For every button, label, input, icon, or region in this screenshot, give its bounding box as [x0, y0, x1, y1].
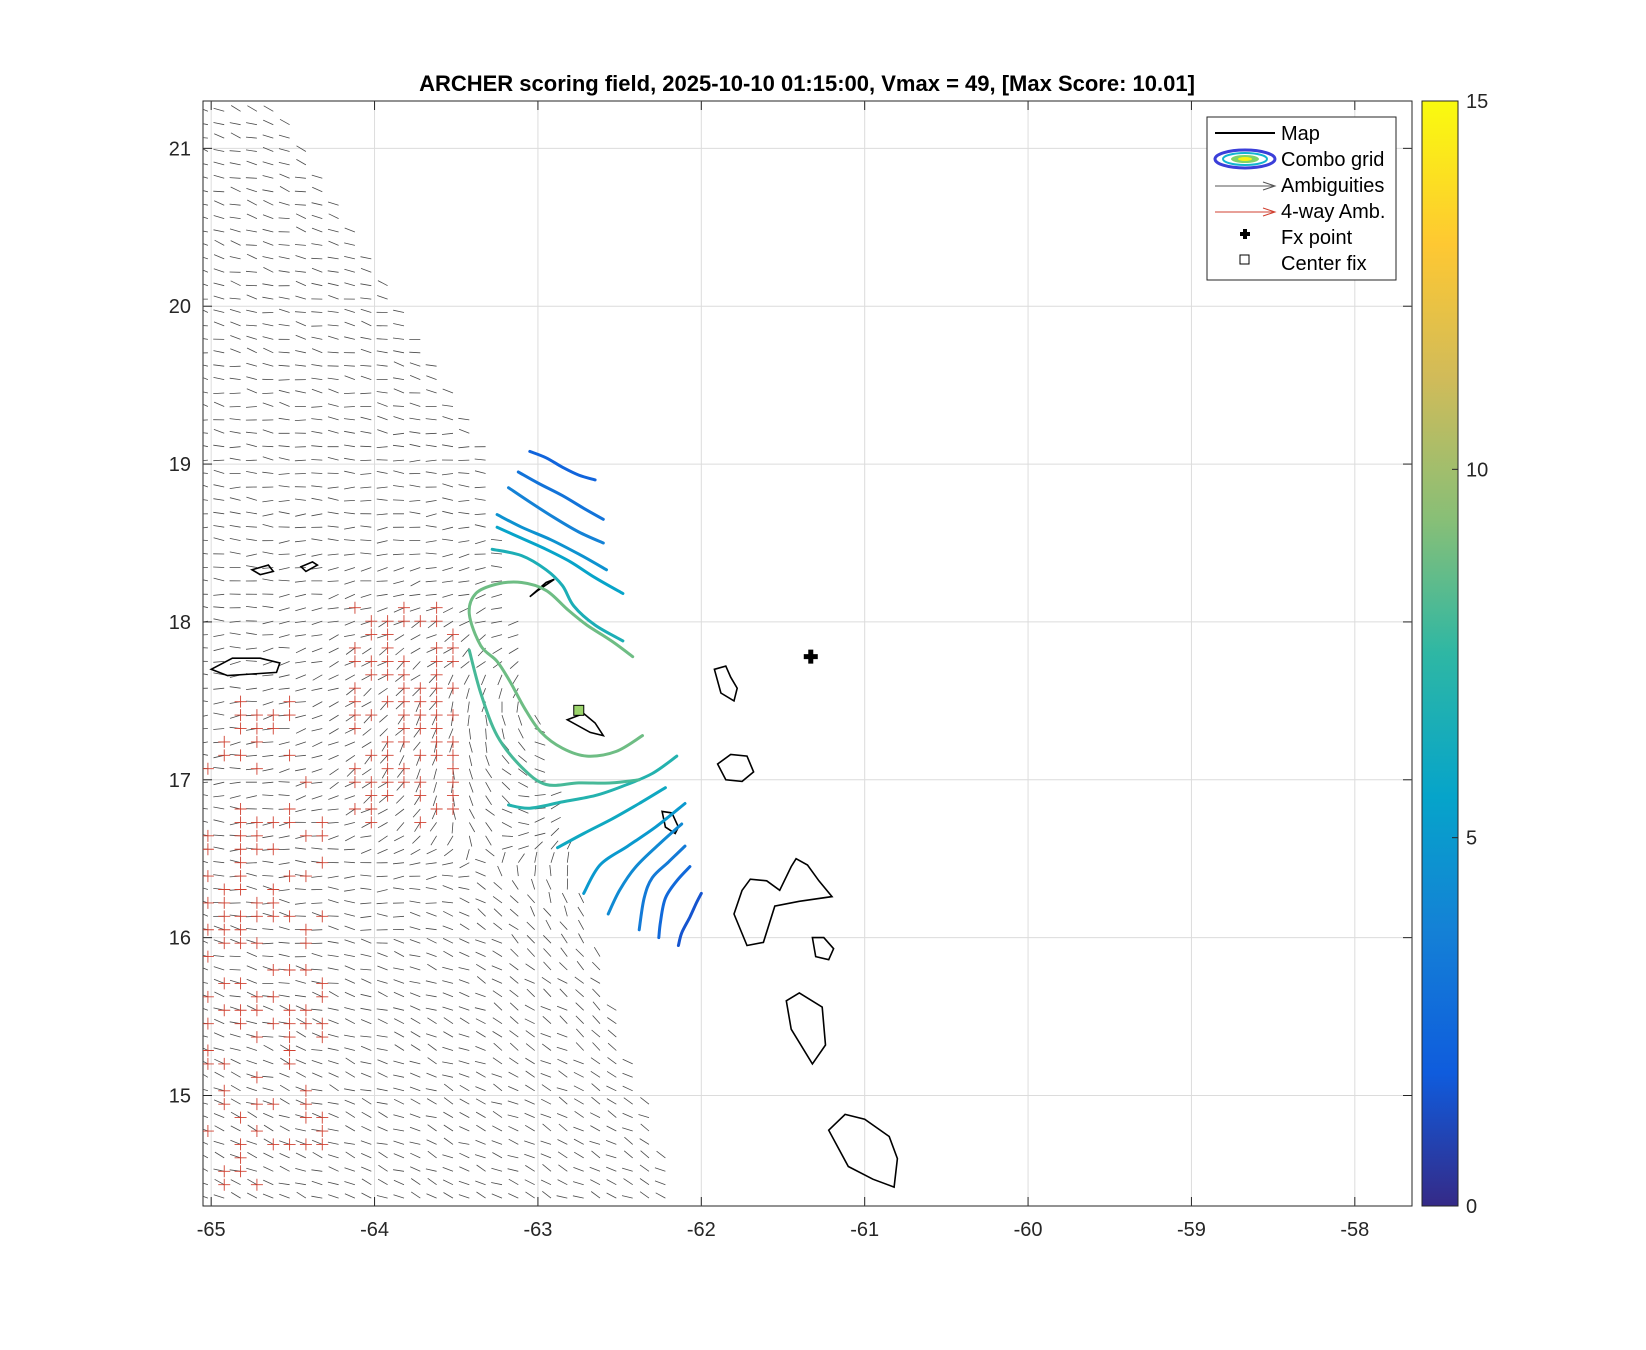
- score-contour: [495, 525, 625, 595]
- colorbar-tick-label: 5: [1466, 828, 1477, 850]
- y-tick-label: 15: [169, 1086, 191, 1108]
- score-contour: [490, 547, 625, 643]
- legend-fx-point-swatch: [1240, 229, 1250, 239]
- legend-label-map: Map: [1281, 123, 1320, 145]
- ambiguity-arrows: [203, 105, 666, 1199]
- score-contour: [507, 754, 679, 810]
- x-tick-label: -63: [523, 1219, 552, 1241]
- grid-lines: [203, 101, 1412, 1206]
- score-contour: [657, 865, 692, 940]
- score-contour: [582, 802, 687, 895]
- x-tick-label: -58: [1340, 1219, 1369, 1241]
- x-tick-label: -62: [687, 1219, 716, 1241]
- score-contour: [495, 513, 608, 572]
- legend-box: [1206, 116, 1397, 281]
- chart-title: ARCHER scoring field, 2025-10-10 01:15:0…: [419, 71, 1195, 96]
- colorbar-tick-label: 10: [1466, 459, 1488, 481]
- score-contour: [467, 648, 641, 787]
- island-outline: [209, 657, 281, 677]
- combo-grid-contours: [467, 449, 703, 947]
- colorbar: 0 5 10 15: [1421, 91, 1488, 1218]
- score-contour: [467, 580, 644, 758]
- fix-markers: [573, 649, 818, 716]
- x-tick-label: -60: [1014, 1219, 1043, 1241]
- y-tick-label: 19: [169, 454, 191, 476]
- axis-ticks: -65 -64 -63 -62 -61 -60 -59 -58 15 16 17 18 19 20 21: [169, 101, 1412, 1241]
- x-tick-label: -65: [197, 1219, 226, 1241]
- ambiguity-arrow-field: [203, 105, 666, 1199]
- y-tick-label: 17: [169, 770, 191, 792]
- plot-area: [202, 100, 1413, 1207]
- legend-ambiguities-swatch: [1215, 181, 1277, 191]
- legend-label-ambiguities: Ambiguities: [1281, 175, 1384, 197]
- score-contour: [516, 470, 605, 521]
- island-outline: [661, 810, 680, 835]
- score-contour: [507, 486, 605, 545]
- four-way-ambiguity-field: [203, 601, 459, 1191]
- y-tick-label: 20: [169, 296, 191, 318]
- score-contour: [556, 786, 667, 850]
- colorbar-tick-label: 0: [1466, 1196, 1477, 1218]
- legend-label-center-fix: Center fix: [1281, 253, 1367, 275]
- island-outline: [811, 936, 835, 961]
- score-contour: [606, 822, 684, 916]
- x-tick-label: -59: [1177, 1219, 1206, 1241]
- island-outline: [249, 564, 275, 576]
- colorbar-ticks: 0 5 10 15: [1452, 91, 1488, 1218]
- island-outline: [785, 991, 827, 1066]
- colorbar-gradient: [1421, 100, 1459, 1207]
- legend-label-4way: 4-way Amb.: [1281, 201, 1385, 223]
- legend-4way-swatch: [1215, 207, 1277, 217]
- island-outline: [716, 753, 755, 783]
- fx-point-marker: [803, 649, 818, 664]
- island-outline: [733, 857, 834, 947]
- map-coastlines: [209, 560, 899, 1189]
- score-contour: [637, 844, 687, 932]
- y-tick-label: 16: [169, 928, 191, 950]
- legend-label-fx-point: Fx point: [1281, 227, 1353, 249]
- legend-center-fix-swatch: [1239, 254, 1250, 265]
- legend-combo-swatch: [1213, 148, 1277, 170]
- island-outline: [827, 1113, 899, 1189]
- score-contour: [676, 891, 703, 947]
- y-tick-label: 18: [169, 612, 191, 634]
- legend-label-combo: Combo grid: [1281, 149, 1384, 171]
- center-fix-marker: [573, 704, 585, 716]
- y-tick-label: 21: [169, 138, 191, 160]
- island-outline: [299, 560, 319, 573]
- x-tick-label: -64: [360, 1219, 389, 1241]
- legend: Map Combo grid Ambiguities 4-way Amb. Fx…: [1206, 116, 1397, 281]
- island-outline: [713, 665, 739, 703]
- colorbar-tick-label: 15: [1466, 91, 1488, 113]
- x-tick-label: -61: [850, 1219, 879, 1241]
- score-contour: [528, 449, 597, 482]
